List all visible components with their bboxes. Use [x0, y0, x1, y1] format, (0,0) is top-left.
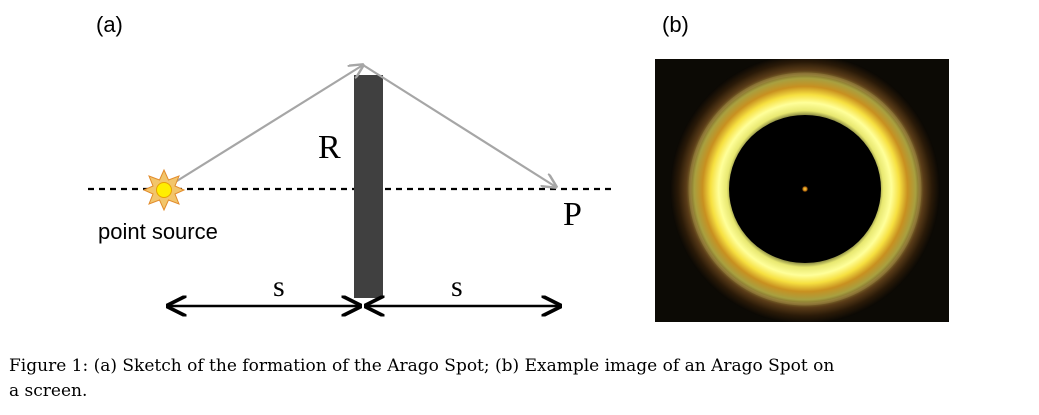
outer-color-fringe — [688, 72, 922, 306]
point-p-label: P — [563, 196, 582, 233]
figure-caption: Figure 1: (a) Sketch of the formation of… — [9, 354, 1029, 404]
point-source-sun-icon — [142, 168, 186, 212]
point-source-label: point source — [98, 219, 218, 244]
panel-a-label: (a) — [96, 12, 123, 37]
arago-spot-photo — [655, 59, 949, 322]
arago-spot-sketch: R P point source s s — [88, 0, 612, 340]
radius-label: R — [318, 129, 341, 166]
ray-to-point-arrow — [362, 64, 556, 187]
obstacle-disc-bar — [354, 75, 383, 298]
distance-left-label: s — [273, 270, 285, 303]
arago-spot-center — [801, 185, 809, 193]
ray-to-edge-arrow — [163, 65, 363, 190]
panel-b-label: (b) — [662, 12, 689, 37]
caption-line-1: Figure 1: (a) Sketch of the formation of… — [9, 356, 835, 376]
distance-right-label: s — [451, 270, 463, 303]
caption-line-2: a screen. — [9, 381, 88, 401]
